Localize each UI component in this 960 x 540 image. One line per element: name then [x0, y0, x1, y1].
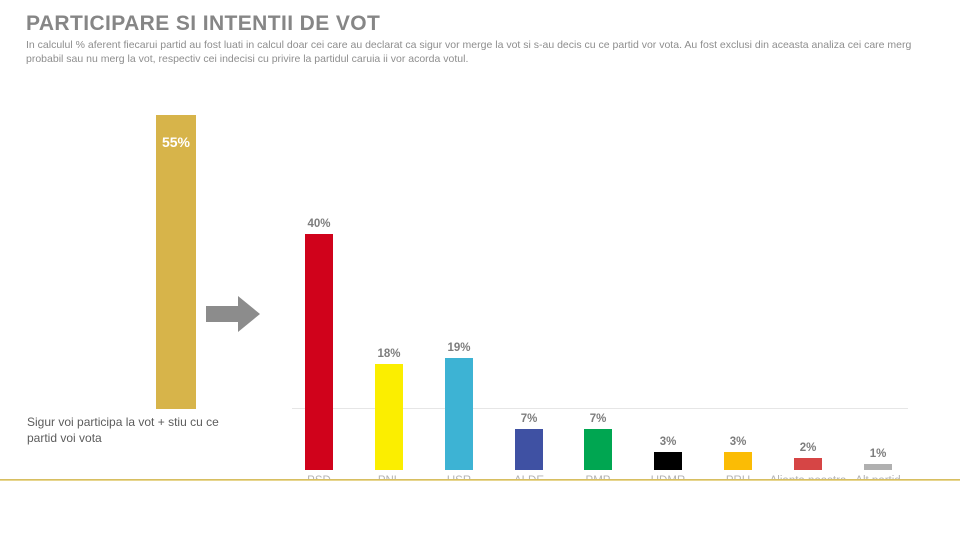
bar-pnl [375, 364, 403, 470]
bar-value-udmr: 3% [659, 436, 677, 448]
bar-group: 3%PRU [698, 61, 778, 487]
bar-group: 18%PNL [349, 61, 429, 487]
bar-value-pnl: 18% [377, 348, 401, 360]
highlight-bar-caption: Sigur voi participa la vot + stiu cu ce … [27, 415, 219, 445]
highlight-bar-value: 55% [161, 134, 191, 150]
bar-value-usr: 19% [447, 342, 471, 354]
bar-psd [305, 234, 333, 470]
bar-group: 7%ALDE [489, 61, 569, 487]
footer-divider [0, 479, 960, 481]
bar-usr [445, 358, 473, 470]
bar-pru [724, 452, 752, 470]
bar-value-alt-partid: 1% [869, 448, 887, 460]
bar-chart: 55% Sigur voi participa la vot + stiu cu… [27, 61, 918, 487]
bar-group: 7%PMP [558, 61, 638, 487]
bar-group: 2%Alianta noastra [768, 61, 848, 487]
bar-value-pru: 3% [729, 436, 747, 448]
bar-udmr [654, 452, 682, 470]
bar-alt-partid [864, 464, 892, 470]
highlight-bar [156, 115, 196, 409]
bar-value-pmp: 7% [589, 413, 607, 425]
chart-baseline [292, 408, 908, 409]
bar-pmp [584, 429, 612, 470]
bar-group: 1%Alt partid [838, 61, 918, 487]
bar-value-alde: 7% [520, 413, 538, 425]
bar-value-alianta-noastra: 2% [799, 442, 817, 454]
page-subtitle: In calculul % aferent fiecarui partid au… [26, 39, 912, 65]
footer: KANTAR TNS■ Q4. Veţi merge la vot, la al… [0, 481, 960, 540]
bar-value-psd: 40% [307, 218, 331, 230]
bar-group: 19%USR [419, 61, 499, 487]
page-title: PARTICIPARE SI INTENTII DE VOT [26, 12, 381, 35]
bar-group: 3%UDMR [628, 61, 708, 487]
arrow-right-icon [206, 296, 260, 337]
bar-alianta-noastra [794, 458, 822, 470]
bar-group: 40%PSD [279, 61, 359, 487]
bar-alde [515, 429, 543, 470]
